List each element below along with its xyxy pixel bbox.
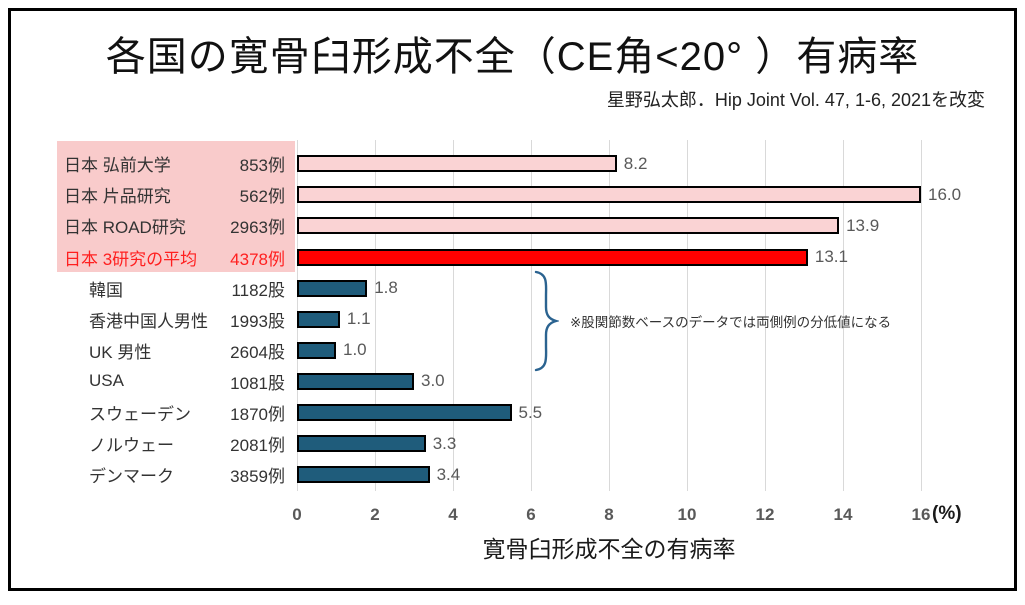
value-label: 1.1 [346,309,371,329]
category-name: UK 男性 [89,342,152,362]
sample-size: 4378例 [230,249,285,269]
x-axis-tick-label: 6 [526,505,536,524]
sample-size: 3859例 [230,467,285,487]
sample-size: 853例 [239,156,285,176]
gridline [687,140,688,491]
value-label: 1.0 [343,340,367,360]
sample-size: 1870例 [230,405,285,425]
row-label: スウェーデン 1870例 [57,397,290,428]
sample-size: 1081股 [230,373,285,393]
gridline [531,140,532,491]
x-axis-tick-label: 12 [755,505,775,524]
value-label: 13.9 [846,215,880,235]
value-label: 16.0 [928,184,962,204]
row-label: 日本 3研究の平均 4378例 [57,242,290,273]
value-label: 5.5 [518,402,543,422]
value-label: 3.3 [432,433,457,453]
value-label: 3.4 [436,464,461,484]
bar [297,466,430,484]
sample-size: 1182股 [231,280,285,300]
bar [297,372,414,390]
category-name: 日本 ROAD研究 [64,218,186,238]
sample-size: 562例 [239,187,285,207]
chart-frame-border [8,8,1017,591]
row-label: 韓国 1182股 [57,273,290,304]
category-name: スウェーデン [89,405,191,425]
sample-size: 1993股 [230,311,285,331]
value-label: 3.0 [421,371,445,391]
row-label: ノルウェー 2081例 [57,428,290,459]
x-axis-tick-label: 0 [292,505,302,524]
category-name: 韓国 [89,280,123,300]
sample-size: 2963例 [230,218,285,238]
bar [297,310,340,328]
row-label: UK 男性 2604股 [57,335,290,366]
bar [297,155,617,173]
annotation-note: ※股関節数ベースのデータでは両側例の分低値になる [570,315,892,330]
row-label: USA 1081股 [57,366,290,397]
category-name: 日本 片品研究 [64,187,171,207]
brace-icon [534,270,559,372]
bar [297,404,512,422]
category-name: 日本 弘前大学 [64,156,171,176]
gridline [375,140,376,491]
gridline [765,140,766,491]
row-label: 香港中国人男性 1993股 [57,304,290,335]
bar [297,186,921,204]
category-name: 香港中国人男性 [89,311,208,331]
row-label: デンマーク 3859例 [57,459,290,490]
sample-size: 2081例 [230,436,285,456]
x-axis-tick-label: 4 [448,505,458,524]
gridline [921,140,922,491]
chart-title: 各国の寛骨臼形成不全（CE角<20° ）有病率 [105,35,920,79]
value-label: 13.1 [814,247,848,266]
bar [297,435,426,453]
row-label: 日本 ROAD研究 2963例 [57,210,290,241]
bar [297,248,808,266]
bar [297,279,368,297]
x-axis-title: 寛骨臼形成不全の有病率 [482,536,736,562]
x-axis-unit-label: (%) [932,503,962,524]
x-axis-tick-label: 8 [604,505,614,524]
chart-subtitle: 星野弘太郎．Hip Joint Vol. 47, 1-6, 2021を改変 [606,90,985,110]
gridline [843,140,844,491]
category-name: デンマーク [89,467,174,487]
value-label: 8.2 [623,153,648,173]
row-label: 日本 片品研究 562例 [57,179,290,210]
category-name: ノルウェー [89,436,174,456]
x-axis-tick-label: 2 [370,505,380,524]
category-name: 日本 3研究の平均 [64,249,198,269]
sample-size: 2604股 [230,342,285,362]
bar [297,217,840,235]
x-axis-tick-label: 10 [677,505,697,524]
x-axis-tick-label: 16 [911,505,931,524]
value-label: 1.8 [374,278,398,298]
bar [297,341,336,359]
category-name: USA [89,371,124,391]
x-axis-tick-label: 14 [833,505,853,524]
gridline [609,140,610,491]
japan-highlight-box [57,141,295,272]
gridline [453,140,454,491]
row-label: 日本 弘前大学 853例 [57,148,290,179]
